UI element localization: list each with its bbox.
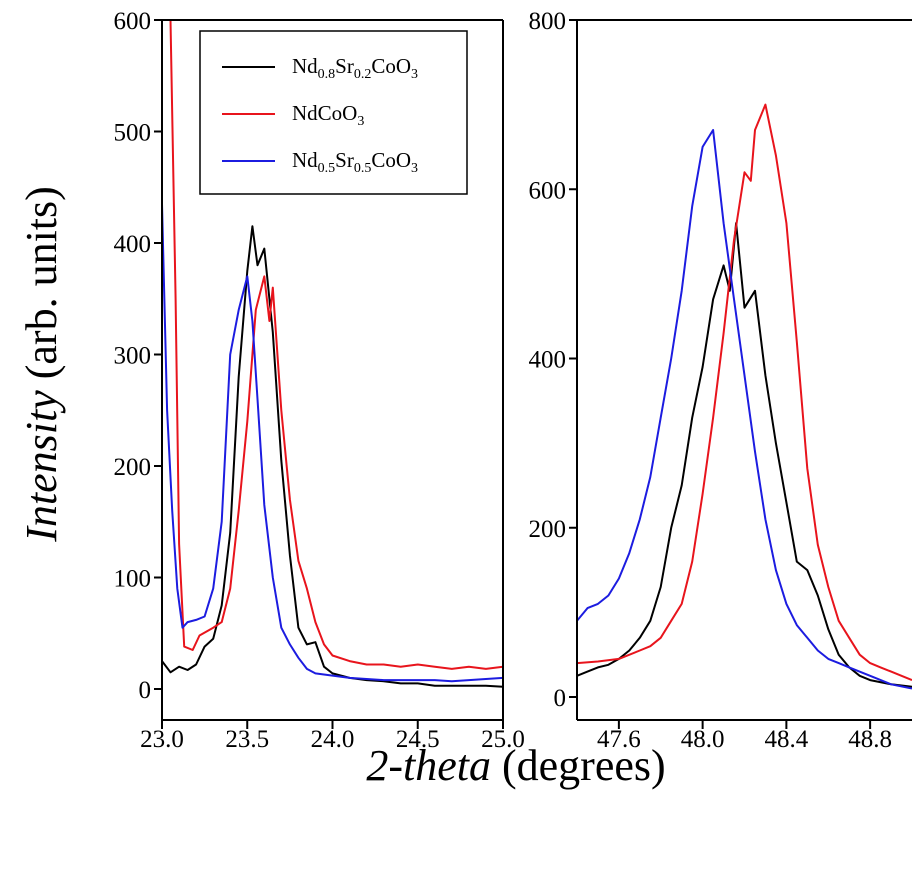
left-panel: 0 100 200 300 400 500 600 23.0 23.5 24.0 24.5 25.0: [114, 8, 525, 753]
left-x-tick-label: 24.0: [311, 726, 355, 753]
legend-text-part: Nd: [292, 54, 318, 78]
legend-subscript: 0.5: [354, 161, 372, 176]
legend-text-part: Sr: [335, 54, 354, 78]
right-x-tick-label: 48.0: [681, 726, 725, 753]
right-x-tick-label: 48.4: [765, 726, 809, 753]
left-y-tick-label: 300: [114, 343, 152, 370]
legend-label-3: Nd0.5Sr0.5CoO3: [292, 148, 418, 176]
right-y-tick-label: 200: [529, 516, 567, 543]
left-y-tick-label: 500: [114, 120, 152, 147]
right-y-tick-label: 800: [529, 8, 567, 35]
x-axis-title-italic: 2-theta: [366, 741, 491, 790]
left-x-tick-label: 23.5: [225, 726, 269, 753]
right-series-line-3: [577, 129, 912, 690]
left-x-tick-label: 25.0: [481, 726, 525, 753]
right-panel: 0 200 400 600 800 47.6 48.0 48.4 48.8: [529, 8, 912, 753]
legend-subscript: 3: [357, 114, 364, 129]
legend-text-part: CoO: [371, 54, 411, 78]
right-x-tick-label: 47.6: [597, 726, 641, 753]
right-series-group: [577, 103, 912, 690]
x-axis-title: 2-theta (degrees): [366, 741, 665, 790]
legend-subscript: 3: [411, 161, 418, 176]
right-y-tick-label: 0: [554, 685, 567, 712]
legend-subscript: 0.2: [354, 67, 372, 82]
legend-subscript: 0.5: [318, 161, 336, 176]
left-series-group: [162, 20, 503, 688]
legend-text-part: NdCoO: [292, 101, 357, 125]
right-x-tick-label: 48.8: [848, 726, 892, 753]
legend-subscript: 3: [411, 67, 418, 82]
x-axis-title-rest: (degrees): [502, 741, 666, 790]
left-series-line-3: [162, 203, 503, 683]
left-x-tick-label: 23.0: [140, 726, 184, 753]
legend-box: [199, 30, 468, 195]
legend-label-1: Nd0.8Sr0.2CoO3: [292, 54, 418, 82]
left-series-line-2: [169, 20, 503, 670]
legend-text-part: Sr: [335, 148, 354, 172]
right-y-tick-label: 400: [529, 347, 567, 374]
legend-label-2: NdCoO3: [292, 101, 364, 129]
left-series-line-1: [162, 225, 503, 688]
y-axis-title-rest: (arb. units): [17, 186, 66, 379]
left-x-tick-label: 24.5: [396, 726, 440, 753]
legend-subscript: 0.8: [318, 67, 336, 82]
legend-text-part: Nd: [292, 148, 318, 172]
right-series-line-2: [577, 103, 912, 682]
left-y-tick-label: 600: [114, 8, 152, 35]
right-y-tick-label: 600: [529, 177, 567, 204]
left-y-tick-label: 0: [139, 677, 152, 704]
left-y-tick-label: 200: [114, 454, 152, 481]
y-axis-title: Intensity (arb. units): [17, 186, 66, 543]
left-y-tick-label: 400: [114, 231, 152, 258]
left-y-tick-label: 100: [114, 566, 152, 593]
legend-text-part: CoO: [371, 148, 411, 172]
y-axis-title-italic: Intensity: [17, 390, 66, 543]
right-series-line-1: [577, 222, 912, 688]
